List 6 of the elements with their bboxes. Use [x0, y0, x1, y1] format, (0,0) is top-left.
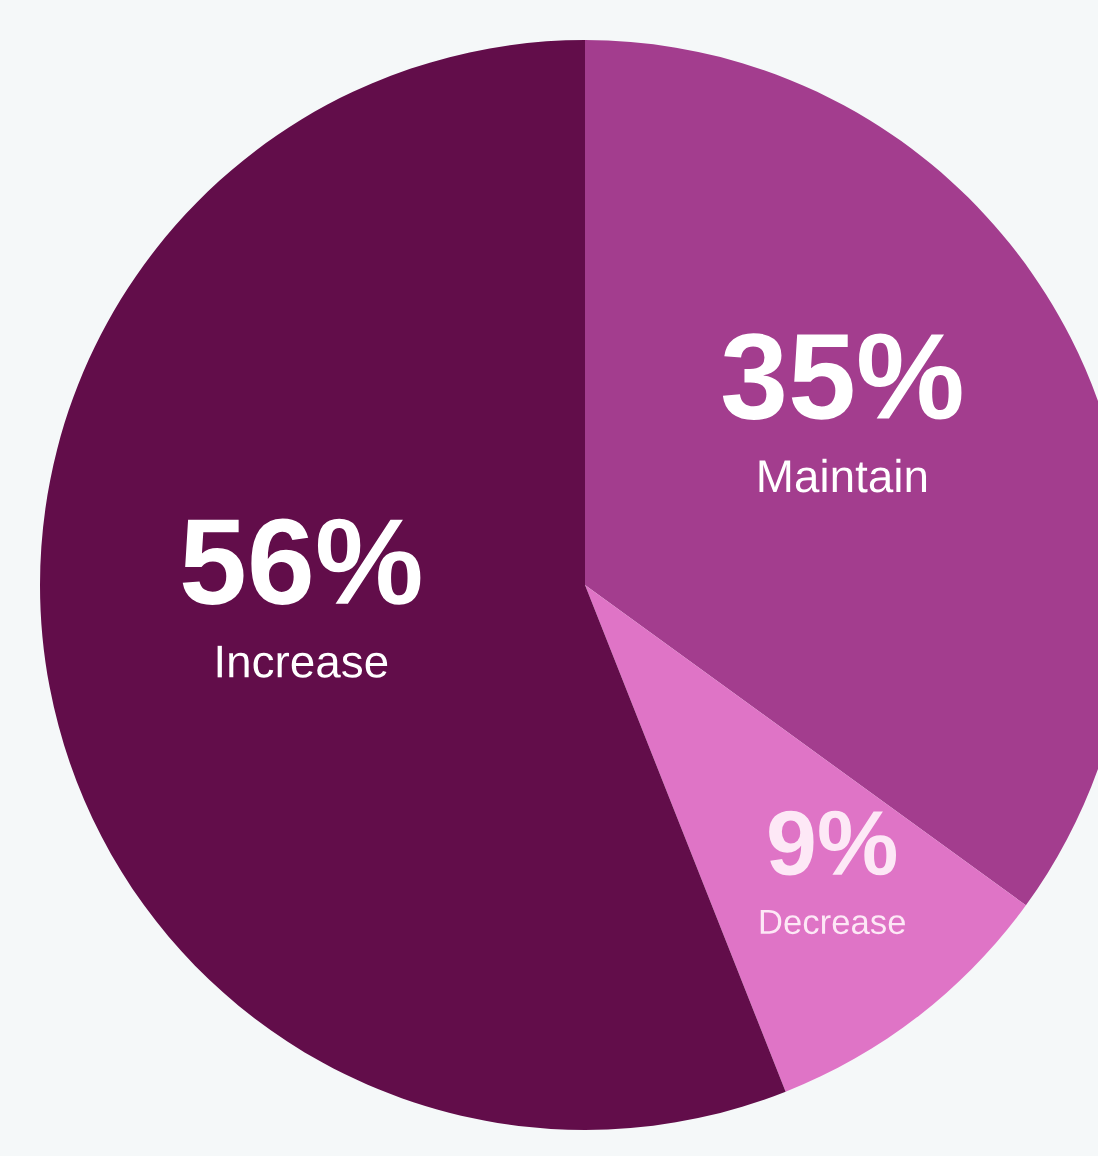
data-label: 9%: [769, 810, 897, 876]
slice-label: Increase: [217, 645, 388, 678]
data-label: 56%: [182, 518, 421, 605]
slice-label: Decrease: [760, 909, 905, 935]
slice-label: Maintain: [759, 458, 927, 493]
data-label: 35%: [722, 333, 962, 420]
